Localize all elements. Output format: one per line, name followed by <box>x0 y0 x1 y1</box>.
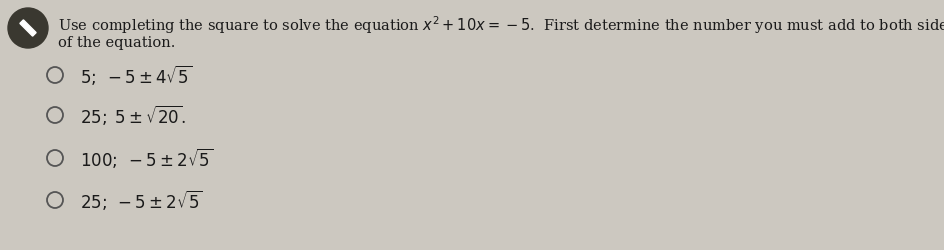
Polygon shape <box>20 20 36 36</box>
Text: $100;\; -5 \pm 2\sqrt{5}$: $100;\; -5 \pm 2\sqrt{5}$ <box>80 146 213 170</box>
Text: $5;\; -5 \pm 4\sqrt{5}$: $5;\; -5 \pm 4\sqrt{5}$ <box>80 63 193 87</box>
Text: $25;\; 5 \pm \sqrt{20}$.: $25;\; 5 \pm \sqrt{20}$. <box>80 103 186 127</box>
Text: $25;\; -5 \pm 2\sqrt{5}$: $25;\; -5 \pm 2\sqrt{5}$ <box>80 188 203 212</box>
Text: of the equation.: of the equation. <box>58 36 176 50</box>
Circle shape <box>8 8 48 48</box>
Text: Use completing the square to solve the equation $x^2 + 10x = -5$.  First determi: Use completing the square to solve the e… <box>58 14 944 36</box>
